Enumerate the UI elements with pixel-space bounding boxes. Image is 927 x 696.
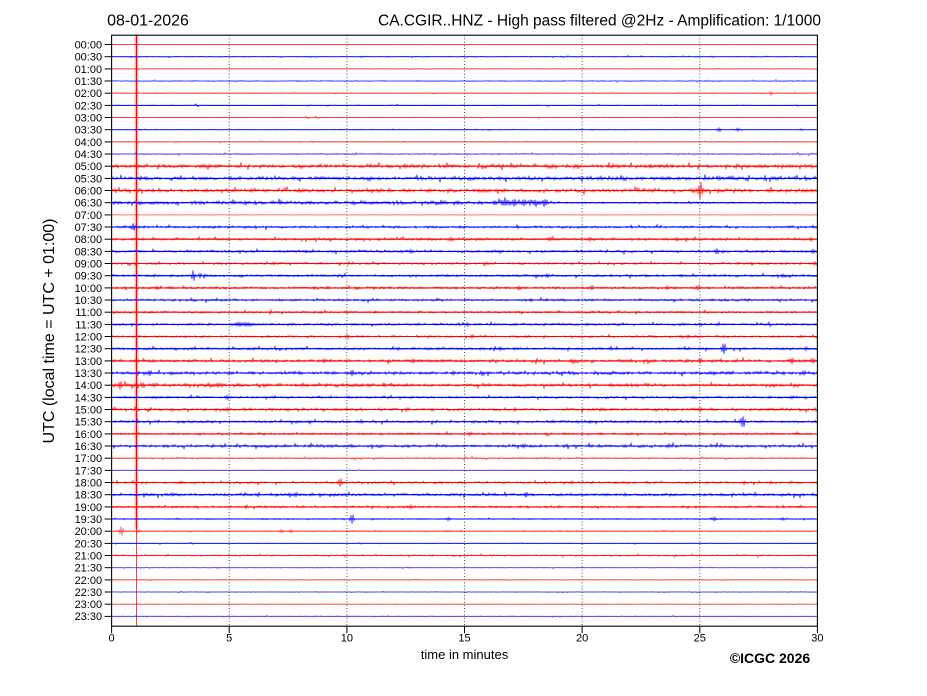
svg-text:20: 20 bbox=[576, 633, 588, 645]
svg-text:15: 15 bbox=[458, 633, 470, 645]
svg-text:10: 10 bbox=[341, 633, 353, 645]
svg-text:00:00: 00:00 bbox=[75, 39, 103, 51]
svg-text:22:30: 22:30 bbox=[75, 587, 103, 599]
svg-text:19:30: 19:30 bbox=[75, 514, 103, 526]
svg-text:04:30: 04:30 bbox=[75, 149, 103, 161]
svg-text:12:30: 12:30 bbox=[75, 344, 103, 356]
svg-text:17:00: 17:00 bbox=[75, 453, 103, 465]
svg-text:08-01-2026: 08-01-2026 bbox=[107, 13, 189, 30]
svg-text:01:00: 01:00 bbox=[75, 64, 103, 76]
svg-text:16:30: 16:30 bbox=[75, 441, 103, 453]
svg-text:30: 30 bbox=[811, 633, 823, 645]
svg-text:20:00: 20:00 bbox=[75, 526, 103, 538]
svg-text:10:30: 10:30 bbox=[75, 295, 103, 307]
svg-text:01:30: 01:30 bbox=[75, 76, 103, 88]
svg-text:06:30: 06:30 bbox=[75, 198, 103, 210]
svg-text:18:00: 18:00 bbox=[75, 477, 103, 489]
svg-text:09:30: 09:30 bbox=[75, 271, 103, 283]
svg-text:©ICGC 2026: ©ICGC 2026 bbox=[730, 650, 811, 666]
svg-text:02:00: 02:00 bbox=[75, 88, 103, 100]
svg-text:07:30: 07:30 bbox=[75, 222, 103, 234]
svg-text:05:00: 05:00 bbox=[75, 161, 103, 173]
svg-text:18:30: 18:30 bbox=[75, 490, 103, 502]
svg-text:03:30: 03:30 bbox=[75, 125, 103, 137]
svg-text:0: 0 bbox=[109, 633, 115, 645]
svg-text:14:00: 14:00 bbox=[75, 380, 103, 392]
svg-text:15:00: 15:00 bbox=[75, 404, 103, 416]
svg-text:22:00: 22:00 bbox=[75, 575, 103, 587]
svg-text:25: 25 bbox=[694, 633, 706, 645]
svg-text:16:00: 16:00 bbox=[75, 429, 103, 441]
svg-text:05:30: 05:30 bbox=[75, 173, 103, 185]
svg-text:5: 5 bbox=[226, 633, 232, 645]
svg-text:08:00: 08:00 bbox=[75, 234, 103, 246]
svg-text:19:00: 19:00 bbox=[75, 502, 103, 514]
svg-text:UTC (local time = UTC + 01:00): UTC (local time = UTC + 01:00) bbox=[41, 219, 58, 444]
svg-text:17:30: 17:30 bbox=[75, 465, 103, 477]
svg-text:13:30: 13:30 bbox=[75, 368, 103, 380]
svg-text:07:00: 07:00 bbox=[75, 210, 103, 222]
svg-text:08:30: 08:30 bbox=[75, 246, 103, 258]
svg-text:21:30: 21:30 bbox=[75, 563, 103, 575]
svg-text:12:00: 12:00 bbox=[75, 331, 103, 343]
svg-text:CA.CGIR..HNZ - High pass filte: CA.CGIR..HNZ - High pass filtered @2Hz -… bbox=[378, 13, 821, 30]
svg-text:03:00: 03:00 bbox=[75, 112, 103, 124]
svg-text:04:00: 04:00 bbox=[75, 137, 103, 149]
svg-text:time in minutes: time in minutes bbox=[421, 647, 509, 662]
svg-text:21:00: 21:00 bbox=[75, 550, 103, 562]
svg-text:20:30: 20:30 bbox=[75, 538, 103, 550]
svg-text:10:00: 10:00 bbox=[75, 283, 103, 295]
svg-text:23:30: 23:30 bbox=[75, 611, 103, 623]
svg-text:15:30: 15:30 bbox=[75, 417, 103, 429]
svg-text:14:30: 14:30 bbox=[75, 392, 103, 404]
svg-text:13:00: 13:00 bbox=[75, 356, 103, 368]
svg-text:06:00: 06:00 bbox=[75, 185, 103, 197]
svg-text:00:30: 00:30 bbox=[75, 52, 103, 64]
svg-text:02:30: 02:30 bbox=[75, 100, 103, 112]
svg-text:23:00: 23:00 bbox=[75, 599, 103, 611]
svg-text:11:30: 11:30 bbox=[75, 319, 102, 331]
svg-text:09:00: 09:00 bbox=[75, 258, 103, 270]
svg-text:11:00: 11:00 bbox=[75, 307, 102, 319]
